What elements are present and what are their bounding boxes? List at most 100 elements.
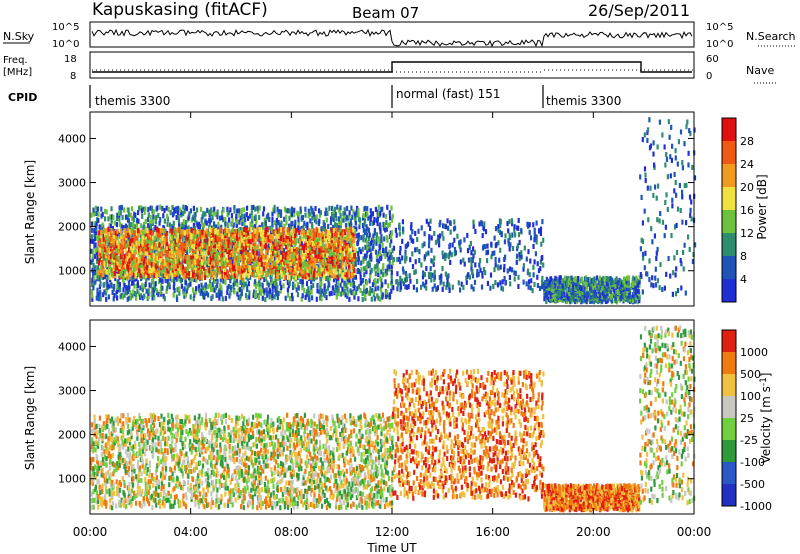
range-cell xyxy=(219,257,222,263)
range-cell xyxy=(378,236,381,242)
range-cell xyxy=(109,275,112,281)
range-cell xyxy=(204,274,207,280)
range-cell xyxy=(365,269,368,275)
range-cell xyxy=(309,252,312,258)
range-cell xyxy=(222,273,225,279)
range-cell xyxy=(150,268,153,274)
range-cell xyxy=(133,224,136,230)
range-cell xyxy=(249,261,252,267)
range-cell xyxy=(183,293,186,299)
range-cell xyxy=(127,227,130,233)
range-cell xyxy=(346,286,349,292)
range-cell xyxy=(268,216,271,222)
range-cell xyxy=(154,252,158,258)
range-cell xyxy=(586,291,589,297)
range-cell xyxy=(370,237,373,243)
range-cell xyxy=(414,247,417,253)
range-cell xyxy=(103,274,106,280)
range-cell xyxy=(100,259,103,265)
range-cell xyxy=(160,238,163,244)
range-cell xyxy=(361,246,364,252)
range-cell xyxy=(465,279,468,285)
range-cell xyxy=(229,259,232,265)
range-cell xyxy=(107,255,111,261)
range-cell xyxy=(349,251,352,257)
range-cell xyxy=(130,222,133,228)
range-cell xyxy=(113,229,116,235)
range-cell xyxy=(106,239,109,245)
range-cell xyxy=(163,296,166,302)
range-cell xyxy=(401,238,404,244)
range-cell xyxy=(313,214,316,220)
range-cell xyxy=(234,259,237,265)
range-cell xyxy=(187,225,190,231)
range-cell xyxy=(113,262,116,268)
range-cell xyxy=(535,220,538,226)
range-cell xyxy=(326,248,329,254)
range-cell xyxy=(90,234,94,240)
range-cell xyxy=(301,293,304,299)
range-cell xyxy=(532,222,535,228)
range-cell xyxy=(146,227,149,233)
range-cell xyxy=(103,239,106,245)
range-cell xyxy=(154,219,157,225)
range-cell xyxy=(140,246,143,252)
range-cell xyxy=(425,265,428,271)
range-cell xyxy=(308,255,311,261)
range-cell xyxy=(275,251,278,257)
range-cell xyxy=(313,231,316,237)
range-cell xyxy=(194,229,197,235)
range-cell xyxy=(90,289,94,295)
range-cell xyxy=(96,235,100,241)
range-cell xyxy=(124,272,127,278)
range-cell xyxy=(143,251,146,257)
range-cell xyxy=(491,251,494,257)
range-cell xyxy=(240,291,243,297)
range-cell xyxy=(168,282,171,288)
range-cell xyxy=(490,254,493,260)
range-cell xyxy=(256,232,259,238)
range-cell xyxy=(205,228,208,234)
range-cell xyxy=(614,283,617,289)
range-cell xyxy=(449,220,452,226)
range-cell xyxy=(143,271,146,277)
range-cell xyxy=(226,235,229,241)
range-cell xyxy=(270,280,273,286)
range-cell xyxy=(299,249,303,255)
range-cell xyxy=(198,275,201,281)
range-cell xyxy=(467,272,470,278)
range-cell xyxy=(208,218,211,224)
range-cell xyxy=(338,216,341,222)
range-cell xyxy=(605,286,608,292)
range-cell xyxy=(247,215,250,221)
range-cell xyxy=(199,206,203,212)
range-cell xyxy=(370,213,373,219)
range-cell xyxy=(274,276,277,282)
range-cell xyxy=(286,263,289,269)
range-cell xyxy=(236,260,239,266)
range-cell xyxy=(556,289,559,295)
cpid-segment-2: normal (fast) 151 xyxy=(396,87,500,101)
range-cell xyxy=(522,266,525,272)
range-cell xyxy=(171,267,174,273)
range-cell xyxy=(153,249,156,255)
range-cell xyxy=(259,265,262,271)
range-cell xyxy=(210,240,213,246)
range-cell xyxy=(374,264,377,270)
range-cell xyxy=(206,270,209,276)
range-cell xyxy=(297,262,300,268)
range-cell xyxy=(232,263,235,269)
range-cell xyxy=(195,286,198,292)
range-cell xyxy=(144,250,147,256)
range-cell xyxy=(244,262,248,268)
range-cell xyxy=(127,212,130,218)
range-cell xyxy=(126,250,129,256)
range-cell xyxy=(337,263,340,269)
range-cell xyxy=(108,245,111,251)
range-cell xyxy=(269,241,272,247)
range-cell xyxy=(332,224,335,230)
range-cell xyxy=(286,279,289,285)
range-cell xyxy=(145,239,148,245)
range-cell xyxy=(585,286,588,292)
range-cell xyxy=(91,296,94,302)
